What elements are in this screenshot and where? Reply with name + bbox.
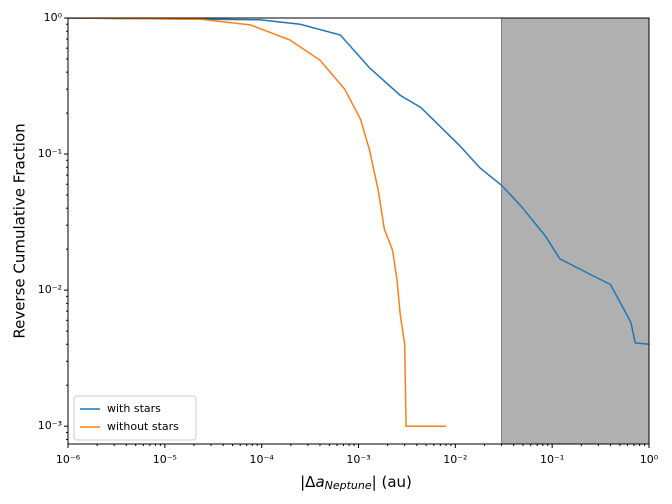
shaded-region [501, 17, 650, 445]
x-tick-label: 10⁻³ [346, 453, 370, 466]
x-tick-label: 10⁻¹ [540, 453, 564, 466]
x-axis-label: |ΔaNeptune| (au) [300, 473, 412, 493]
x-tick-label: 10⁻² [443, 453, 467, 466]
y-tick-label: 10⁻² [38, 283, 62, 296]
x-tick-label: 10⁻⁶ [56, 453, 81, 466]
x-tick-label: 10⁻⁵ [153, 453, 177, 466]
legend-box [73, 395, 197, 441]
x-label-part: | (au) [372, 473, 412, 491]
x-label-part: |Δ [300, 473, 316, 491]
series-line [68, 18, 649, 346]
y-axis-label: Reverse Cumulative Fraction [11, 123, 29, 338]
legend-label: with stars [107, 402, 161, 415]
legend-label: without stars [107, 420, 179, 433]
y-tick-label: 10⁻¹ [38, 147, 62, 160]
y-tick-label: 10⁰ [44, 11, 63, 24]
x-tick-label: 10⁰ [640, 453, 659, 466]
y-tick-label: 10⁻³ [38, 419, 62, 432]
x-label-part: Neptune [325, 479, 372, 492]
x-label-part: a [315, 473, 324, 491]
series-line [68, 18, 446, 427]
x-tick-label: 10⁻⁴ [250, 453, 275, 466]
plot-frame [67, 17, 650, 445]
